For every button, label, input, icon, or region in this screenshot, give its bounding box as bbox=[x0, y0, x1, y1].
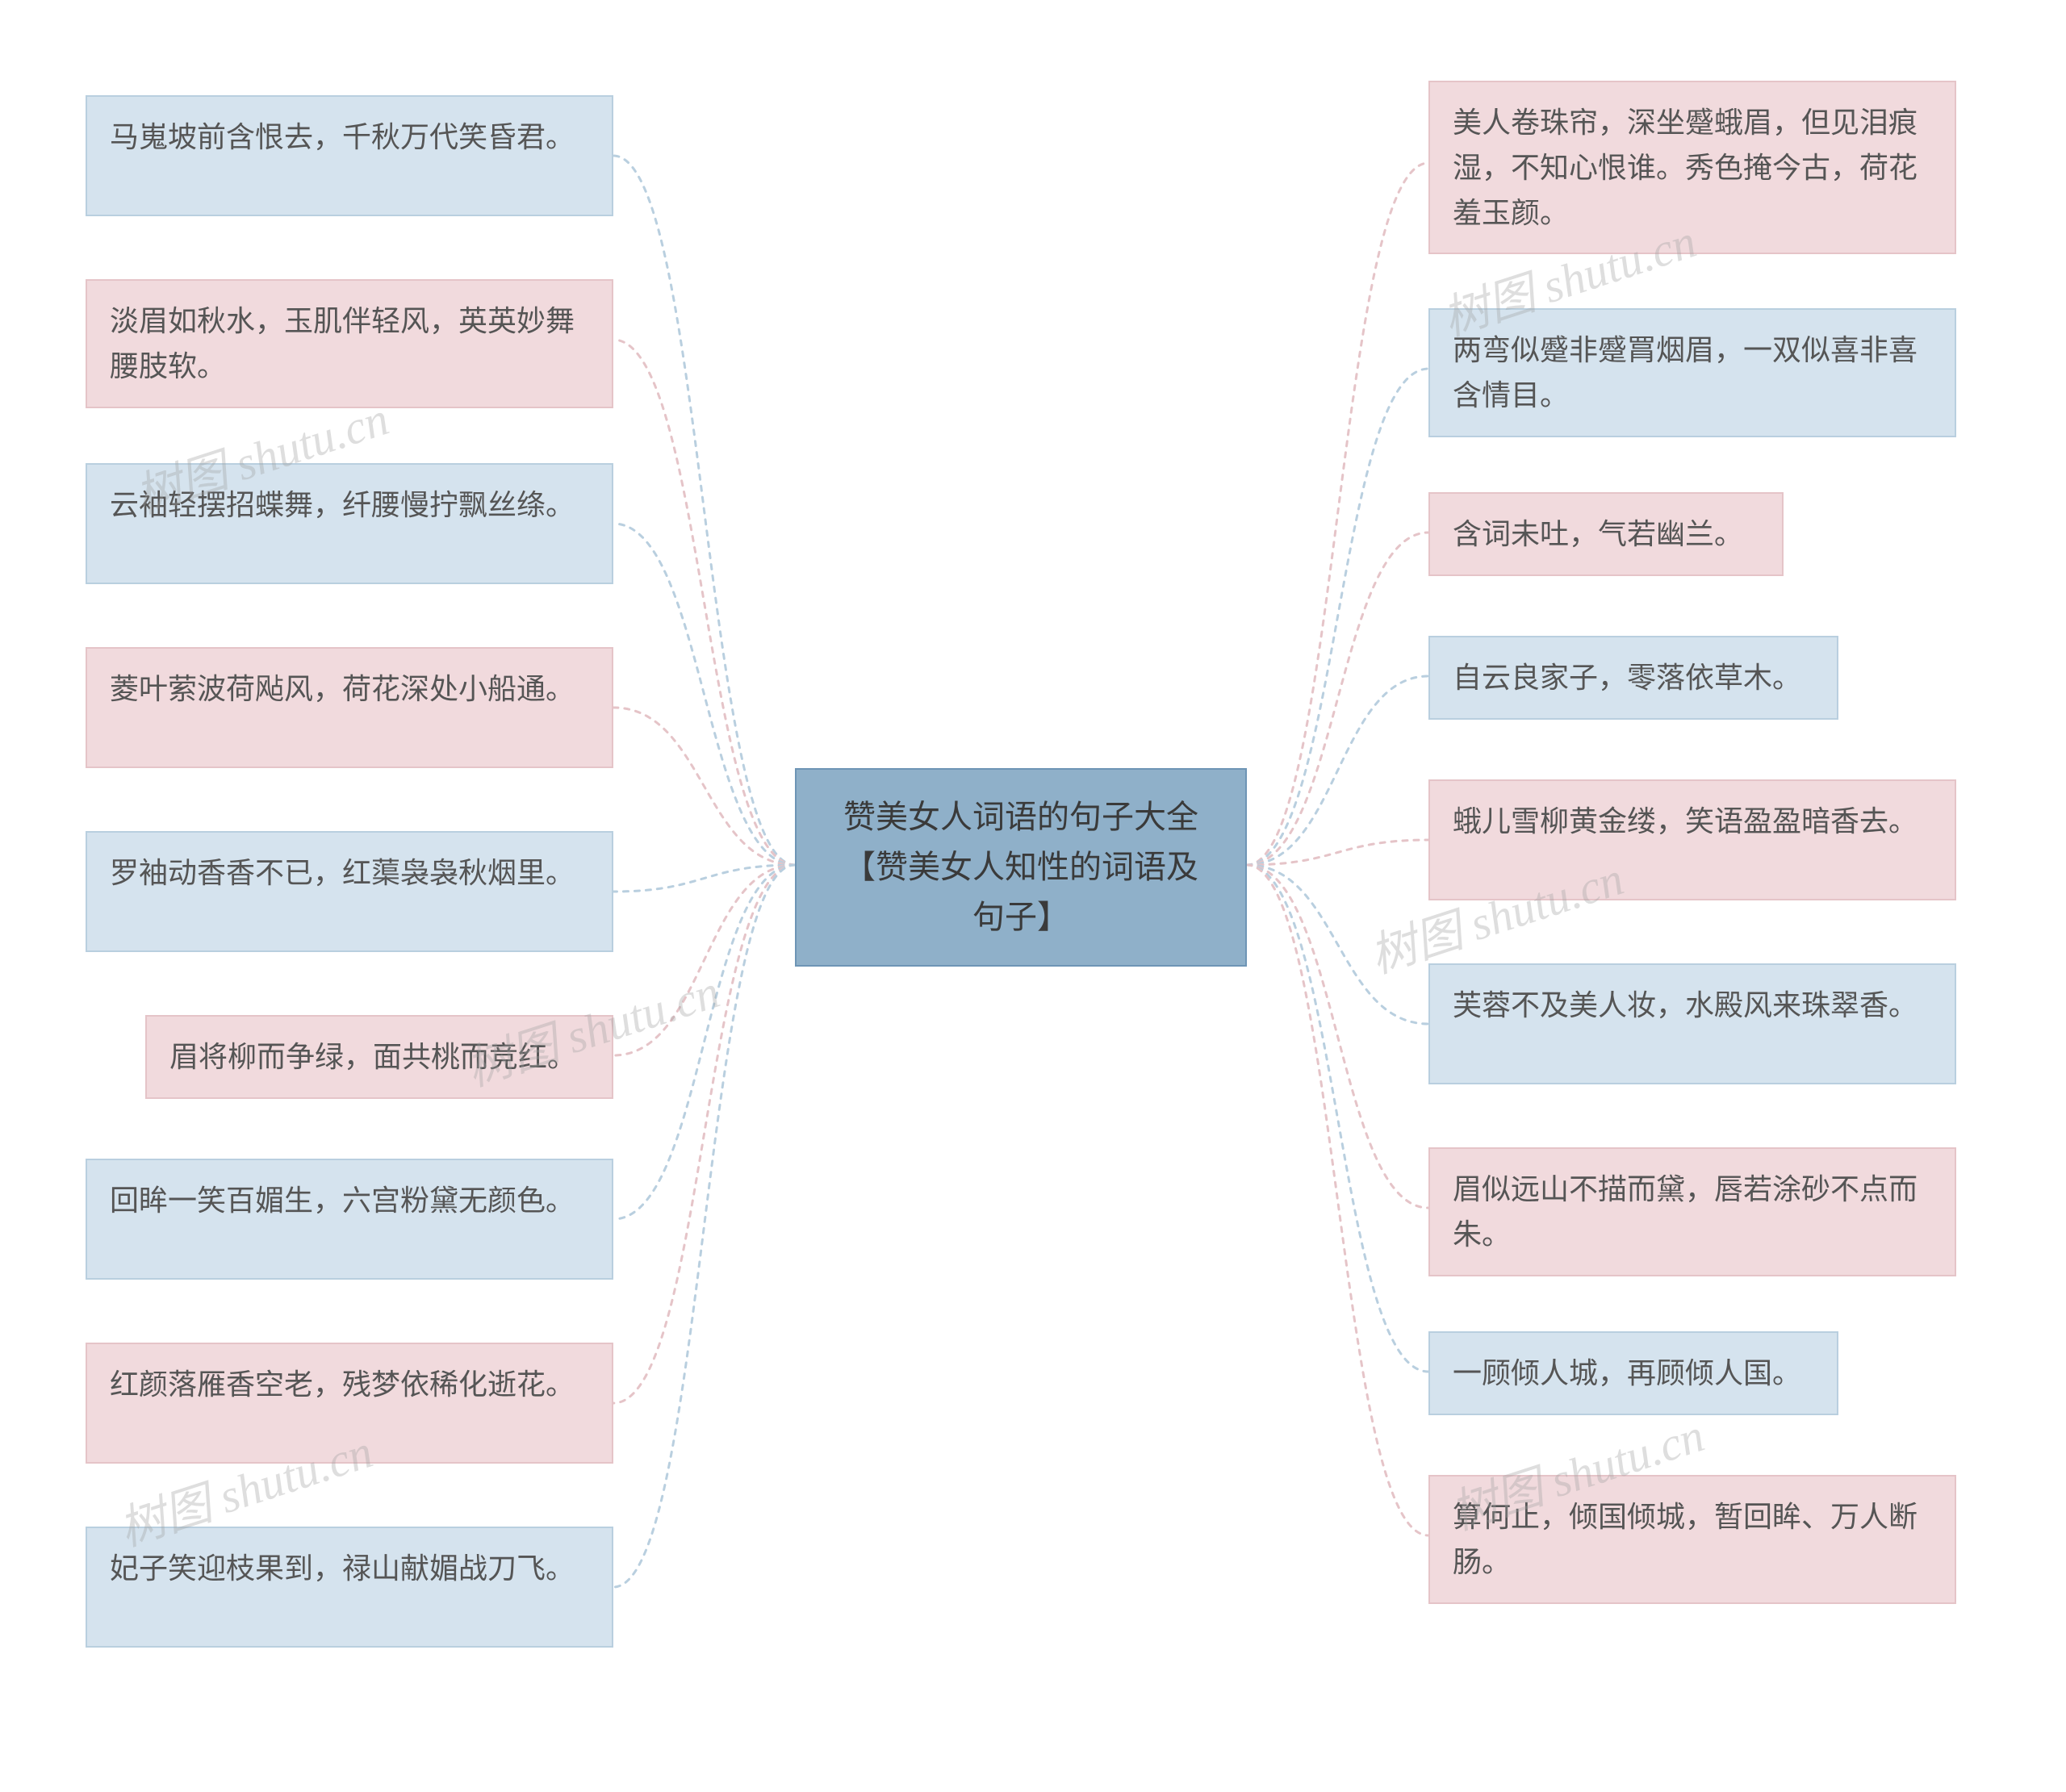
leaf-text: 眉似远山不描而黛，唇若涂砂不点而朱。 bbox=[1453, 1172, 1918, 1251]
center-title-line: 赞美女人词语的句子大全 bbox=[824, 792, 1218, 842]
leaf-text: 罗袖动香香不已，红蕖袅袅秋烟里。 bbox=[110, 856, 575, 889]
leaf-text: 自云良家子，零落依草木。 bbox=[1453, 661, 1801, 694]
center-title-line: 【赞美女人知性的词语及 bbox=[824, 842, 1218, 892]
left-leaf: 罗袖动香香不已，红蕖袅袅秋烟里。 bbox=[86, 831, 613, 952]
leaf-text: 蛾儿雪柳黄金缕，笑语盈盈暗香去。 bbox=[1453, 804, 1918, 838]
left-leaf: 马嵬坡前含恨去，千秋万代笑昏君。 bbox=[86, 95, 613, 216]
leaf-text: 妃子笑迎枝果到，禄山献媚战刀飞。 bbox=[110, 1552, 575, 1585]
leaf-text: 回眸一笑百媚生，六宫粉黛无颜色。 bbox=[110, 1184, 575, 1217]
mindmap-canvas: 赞美女人词语的句子大全【赞美女人知性的词语及句子】 马嵬坡前含恨去，千秋万代笑昏… bbox=[0, 0, 2066, 1792]
right-leaf: 蛾儿雪柳黄金缕，笑语盈盈暗香去。 bbox=[1428, 779, 1956, 900]
leaf-text: 眉将柳而争绿，面共桃而竞红。 bbox=[169, 1040, 576, 1073]
leaf-text: 美人卷珠帘，深坐蹙蛾眉，但见泪痕湿，不知心恨谁。秀色掩今古，荷花羞玉颜。 bbox=[1453, 106, 1918, 229]
left-leaf: 眉将柳而争绿，面共桃而竞红。 bbox=[145, 1015, 613, 1099]
leaf-text: 淡眉如秋水，玉肌伴轻风，英英妙舞腰肢软。 bbox=[110, 304, 575, 382]
left-leaf: 云袖轻摆招蝶舞，纤腰慢拧飘丝绦。 bbox=[86, 463, 613, 584]
right-leaf: 美人卷珠帘，深坐蹙蛾眉，但见泪痕湿，不知心恨谁。秀色掩今古，荷花羞玉颜。 bbox=[1428, 81, 1956, 254]
leaf-text: 两弯似蹙非蹙罥烟眉，一双似喜非喜含情目。 bbox=[1453, 333, 1918, 411]
leaf-text: 一顾倾人城，再顾倾人国。 bbox=[1453, 1356, 1801, 1389]
leaf-text: 含词未吐，气若幽兰。 bbox=[1453, 517, 1743, 550]
right-leaf: 一顾倾人城，再顾倾人国。 bbox=[1428, 1331, 1838, 1415]
center-title-line: 句子】 bbox=[824, 892, 1218, 942]
leaf-text: 马嵬坡前含恨去，千秋万代笑昏君。 bbox=[110, 120, 575, 153]
leaf-text: 菱叶萦波荷飐风，荷花深处小船通。 bbox=[110, 672, 575, 705]
right-leaf: 自云良家子，零落依草木。 bbox=[1428, 636, 1838, 720]
left-leaf: 妃子笑迎枝果到，禄山献媚战刀飞。 bbox=[86, 1527, 613, 1648]
left-leaf: 回眸一笑百媚生，六宫粉黛无颜色。 bbox=[86, 1159, 613, 1280]
right-leaf: 含词未吐，气若幽兰。 bbox=[1428, 492, 1784, 576]
right-leaf: 眉似远山不描而黛，唇若涂砂不点而朱。 bbox=[1428, 1147, 1956, 1276]
leaf-text: 算何止，倾国倾城，暂回眸、万人断肠。 bbox=[1453, 1500, 1918, 1578]
leaf-text: 云袖轻摆招蝶舞，纤腰慢拧飘丝绦。 bbox=[110, 488, 575, 521]
left-leaf: 菱叶萦波荷飐风，荷花深处小船通。 bbox=[86, 647, 613, 768]
left-leaf: 红颜落雁香空老，残梦依稀化逝花。 bbox=[86, 1343, 613, 1464]
leaf-text: 芙蓉不及美人妆，水殿风来珠翠香。 bbox=[1453, 988, 1918, 1021]
center-node: 赞美女人词语的句子大全【赞美女人知性的词语及句子】 bbox=[795, 768, 1247, 967]
left-leaf: 淡眉如秋水，玉肌伴轻风，英英妙舞腰肢软。 bbox=[86, 279, 613, 408]
right-leaf: 算何止，倾国倾城，暂回眸、万人断肠。 bbox=[1428, 1475, 1956, 1604]
leaf-text: 红颜落雁香空老，残梦依稀化逝花。 bbox=[110, 1368, 575, 1401]
right-leaf: 两弯似蹙非蹙罥烟眉，一双似喜非喜含情目。 bbox=[1428, 308, 1956, 437]
right-leaf: 芙蓉不及美人妆，水殿风来珠翠香。 bbox=[1428, 963, 1956, 1084]
